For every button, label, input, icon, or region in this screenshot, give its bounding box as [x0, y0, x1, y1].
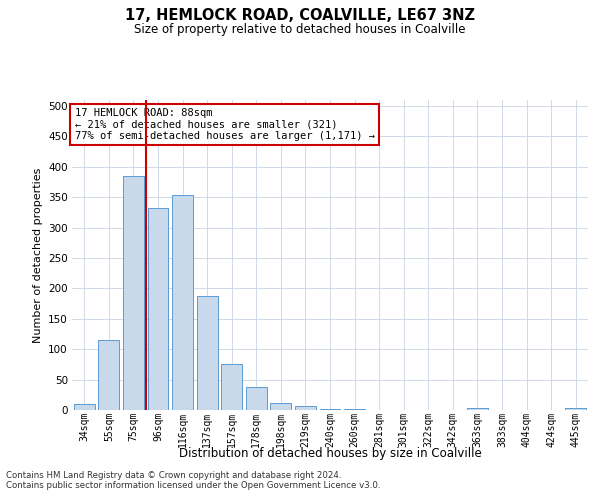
Bar: [565, 408, 586, 410]
Bar: [221, 364, 242, 410]
Bar: [172, 196, 193, 410]
Bar: [148, 208, 169, 410]
Bar: [246, 387, 267, 410]
Bar: [320, 409, 340, 410]
Text: Distribution of detached houses by size in Coalville: Distribution of detached houses by size …: [179, 448, 481, 460]
Bar: [74, 404, 95, 410]
Text: 17, HEMLOCK ROAD, COALVILLE, LE67 3NZ: 17, HEMLOCK ROAD, COALVILLE, LE67 3NZ: [125, 8, 475, 22]
Text: Contains public sector information licensed under the Open Government Licence v3: Contains public sector information licen…: [6, 481, 380, 490]
Y-axis label: Number of detached properties: Number of detached properties: [32, 168, 43, 342]
Bar: [271, 402, 292, 410]
Text: 17 HEMLOCK ROAD: 88sqm
← 21% of detached houses are smaller (321)
77% of semi-de: 17 HEMLOCK ROAD: 88sqm ← 21% of detached…: [74, 108, 374, 141]
Bar: [123, 176, 144, 410]
Bar: [295, 406, 316, 410]
Bar: [467, 408, 488, 410]
Bar: [197, 296, 218, 410]
Text: Size of property relative to detached houses in Coalville: Size of property relative to detached ho…: [134, 22, 466, 36]
Text: Contains HM Land Registry data © Crown copyright and database right 2024.: Contains HM Land Registry data © Crown c…: [6, 471, 341, 480]
Bar: [98, 340, 119, 410]
